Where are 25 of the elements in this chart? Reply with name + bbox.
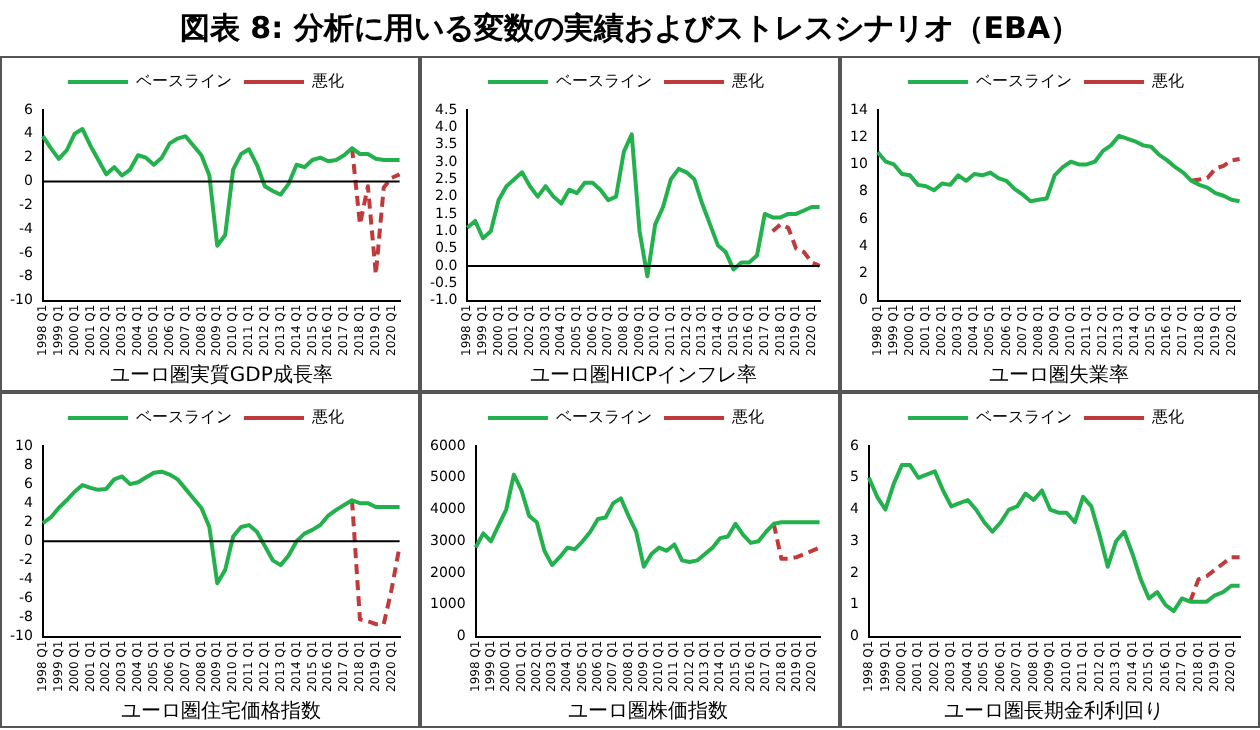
line-series [350,498,402,627]
line-series [350,146,402,277]
line-series [1188,555,1242,604]
x-axis-title: ユーロ圏株価指数 [567,699,728,724]
line-series [771,521,822,561]
x-axis-title: ユーロ圏HICPインフレ率 [529,363,757,388]
legend-label: ベースライン [556,408,652,427]
legend-label: 悪化 [730,408,764,427]
legend-label: 悪化 [1150,408,1184,427]
legend-label: 悪化 [1150,72,1184,91]
legend-label: ベースライン [976,72,1072,91]
legend-label: ベースライン [136,72,232,91]
text: 図表 8: 分析に用いる変数の実績およびストレスシナリオ（EBA） [177,8,1083,50]
x-axis-title: ユーロ圏失業率 [988,363,1129,388]
legend-label: ベースライン [556,72,652,91]
legend-label: ベースライン [136,408,232,427]
line-series [1189,157,1242,183]
legend-label: ベースライン [976,408,1072,427]
x-axis-title: ユーロ圏長期金利利回り [944,699,1165,724]
x-axis-title: ユーロ圏実質GDP成長率 [109,363,333,388]
legend-label: 悪化 [310,72,344,91]
legend-label: 悪化 [310,408,344,427]
legend-label: 悪化 [730,72,764,91]
x-axis-title: ユーロ圏住宅価格指数 [121,699,322,724]
line-series [770,222,822,268]
